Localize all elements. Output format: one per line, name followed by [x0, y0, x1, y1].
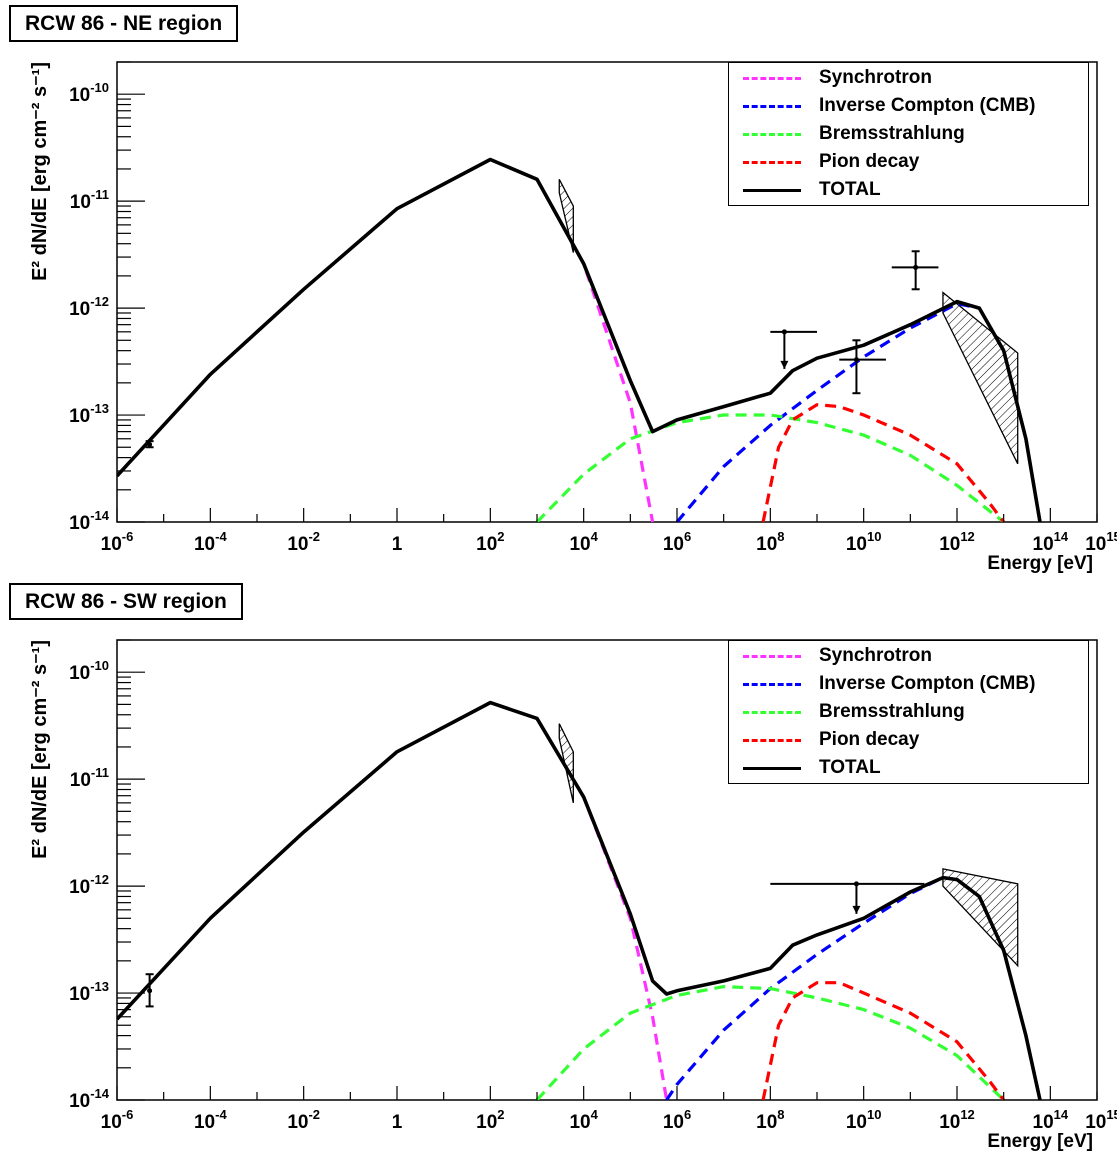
x-tick-label: 10-4: [194, 1107, 227, 1133]
legend-entry-pion-decay: Pion decay: [729, 148, 1088, 176]
y-tick-label: 10-10: [69, 80, 109, 106]
plot-area: 10-14 10-13 10-12 10-11 10-10 10-6 10-4 10-2 1 10…: [29, 639, 1117, 1152]
legend-label: TOTAL: [819, 179, 881, 200]
bowtie-band: [942, 291, 1019, 465]
legend-label: Synchrotron: [819, 67, 932, 88]
y-tick-label: 10-13: [69, 979, 109, 1005]
legend-swatch-total: [743, 189, 801, 192]
legend-label: Synchrotron: [819, 645, 932, 666]
x-tick-label: 1012: [939, 1107, 975, 1133]
legend-swatch-inverse-compton: [743, 683, 801, 686]
legend-swatch-total: [743, 767, 801, 770]
y-axis-label: E² dN/dE [erg cm⁻² s⁻¹]: [29, 640, 51, 859]
bowtie-band: [558, 723, 574, 804]
x-tick-label: 1010: [846, 1107, 882, 1133]
x-tick-label: 1014: [1033, 1107, 1069, 1133]
legend-swatch-pion-decay: [743, 739, 801, 742]
legend-entry-inverse-compton: Inverse Compton (CMB): [729, 92, 1088, 120]
upper-limit-arrow: [780, 360, 789, 369]
x-tick-label: 1: [392, 1112, 403, 1133]
legend-label: Bremsstrahlung: [819, 701, 965, 722]
series-line-pion-decay: [761, 981, 1005, 1100]
x-tick-label: 1015: [1085, 529, 1117, 555]
legend-entry-inverse-compton: Inverse Compton (CMB): [729, 670, 1088, 698]
series-line-total: [117, 157, 1042, 522]
legend-entry-synchrotron: Synchrotron: [729, 64, 1088, 92]
plot-area: 10-14 10-13 10-12 10-11 10-10 10-6 10-4 10-2 1 10…: [29, 61, 1117, 574]
legend-label: Pion decay: [819, 151, 920, 172]
data-point-marker: [913, 264, 919, 270]
legend-swatch-pion-decay: [743, 161, 801, 164]
data-point-marker: [781, 329, 787, 335]
legend-label: Inverse Compton (CMB): [819, 673, 1036, 694]
y-tick-label: 10-12: [69, 294, 109, 320]
chart-title: RCW 86 - NE region: [9, 5, 239, 42]
y-tick-label: 10-13: [69, 401, 109, 427]
series-line-pion-decay: [761, 403, 1005, 522]
series-line-bremsstrahlung: [535, 413, 1005, 522]
x-tick-label: 1: [392, 534, 403, 555]
x-tick-label: 104: [569, 1107, 598, 1133]
data-point-marker: [853, 357, 859, 363]
chart-title: RCW 86 - SW region: [9, 583, 243, 620]
legend-swatch-synchrotron: [743, 77, 801, 80]
x-tick-label: 1015: [1085, 1107, 1117, 1133]
legend-label: Bremsstrahlung: [819, 123, 965, 144]
chart-panel-sw: RCW 86 - SW region 10-14 10-13 10-12 10-11 1…: [0, 578, 1117, 1155]
x-tick-label: 10-4: [194, 529, 227, 555]
data-point-marker: [147, 988, 153, 994]
plot-frame: [116, 639, 1098, 1101]
legend-entry-pion-decay: Pion decay: [729, 726, 1088, 754]
y-tick-label: 10-12: [69, 872, 109, 898]
x-tick-label: 102: [476, 529, 504, 555]
x-axis-label: Energy [eV]: [987, 553, 1093, 574]
legend: Synchrotron Inverse Compton (CMB) Bremss…: [728, 62, 1089, 206]
y-tick-label: 10-11: [70, 765, 109, 791]
bowtie-band: [942, 868, 1019, 968]
legend-swatch-synchrotron: [743, 655, 801, 658]
x-axis-label: Energy [eV]: [987, 1131, 1093, 1152]
legend-entry-synchrotron: Synchrotron: [729, 642, 1088, 670]
plot-content: [117, 700, 1042, 1100]
y-tick-label: 10-10: [69, 658, 109, 684]
legend-swatch-inverse-compton: [743, 105, 801, 108]
series-line-synchrotron: [117, 700, 669, 1100]
legend-label: Pion decay: [819, 729, 920, 750]
y-tick-label: 10-14: [69, 1086, 110, 1112]
legend-entry-bremsstrahlung: Bremsstrahlung: [729, 120, 1088, 148]
series-line-bremsstrahlung: [535, 985, 1005, 1100]
series-line-total: [117, 700, 1042, 1100]
x-tick-label: 1010: [846, 529, 882, 555]
x-tick-label: 10-6: [101, 1107, 134, 1133]
legend-label: TOTAL: [819, 757, 881, 778]
x-tick-label: 108: [756, 1107, 784, 1133]
x-tick-label: 10-2: [287, 1107, 320, 1133]
legend: Synchrotron Inverse Compton (CMB) Bremss…: [728, 640, 1089, 784]
data-point-marker: [147, 442, 153, 448]
legend-swatch-bremsstrahlung: [743, 133, 801, 136]
chart-panel-ne: RCW 86 - NE region 10-14 10-13 10-12 10-11 1…: [0, 0, 1117, 577]
x-tick-label: 10-2: [287, 529, 320, 555]
x-tick-label: 10-6: [101, 529, 134, 555]
y-tick-label: 10-11: [70, 187, 109, 213]
legend-swatch-bremsstrahlung: [743, 711, 801, 714]
x-tick-label: 1012: [939, 529, 975, 555]
data-point-marker: [853, 881, 859, 887]
plot-content: [117, 157, 1042, 522]
legend-label: Inverse Compton (CMB): [819, 95, 1036, 116]
bowtie-band: [558, 179, 574, 253]
x-tick-label: 104: [569, 529, 598, 555]
x-tick-label: 106: [663, 1107, 691, 1133]
x-tick-label: 106: [663, 529, 691, 555]
y-tick-label: 10-14: [69, 508, 110, 534]
x-tick-label: 1014: [1033, 529, 1069, 555]
x-tick-label: 102: [476, 1107, 504, 1133]
y-axis-label: E² dN/dE [erg cm⁻² s⁻¹]: [29, 62, 51, 281]
plot-frame: [116, 61, 1098, 523]
legend-entry-total: TOTAL: [729, 176, 1088, 204]
upper-limit-arrow: [852, 905, 861, 914]
x-tick-label: 108: [756, 529, 784, 555]
legend-entry-bremsstrahlung: Bremsstrahlung: [729, 698, 1088, 726]
legend-entry-total: TOTAL: [729, 754, 1088, 782]
